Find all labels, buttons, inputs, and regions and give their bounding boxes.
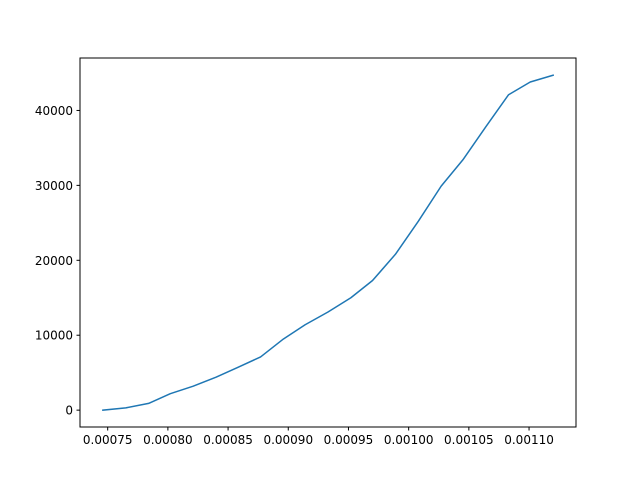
x-tick-label: 0.00090 [263,433,313,447]
y-axis-ticks: 0 10000 20000 30000 40000 [35,104,80,418]
x-tick-label: 0.00100 [384,433,434,447]
plot-frame [79,57,577,428]
x-tick-label: 0.00110 [504,433,554,447]
y-tick-label: 30000 [35,179,73,193]
series-line [102,74,555,411]
y-tick-label: 40000 [35,104,73,118]
y-tick-label: 10000 [35,329,73,343]
x-tick-label: 0.00105 [444,433,494,447]
y-tick-label: 0 [65,404,73,418]
series-layer [102,74,555,411]
x-tick-label: 0.00085 [203,433,253,447]
x-tick-label: 0.00095 [324,433,374,447]
x-axis-ticks: 0.00075 0.00080 0.00085 0.00090 0.00095 0.001… [83,427,554,447]
x-tick-label: 0.00075 [83,433,133,447]
x-tick-label: 0.00080 [143,433,193,447]
y-tick-label: 20000 [35,254,73,268]
plot-area [80,58,576,427]
